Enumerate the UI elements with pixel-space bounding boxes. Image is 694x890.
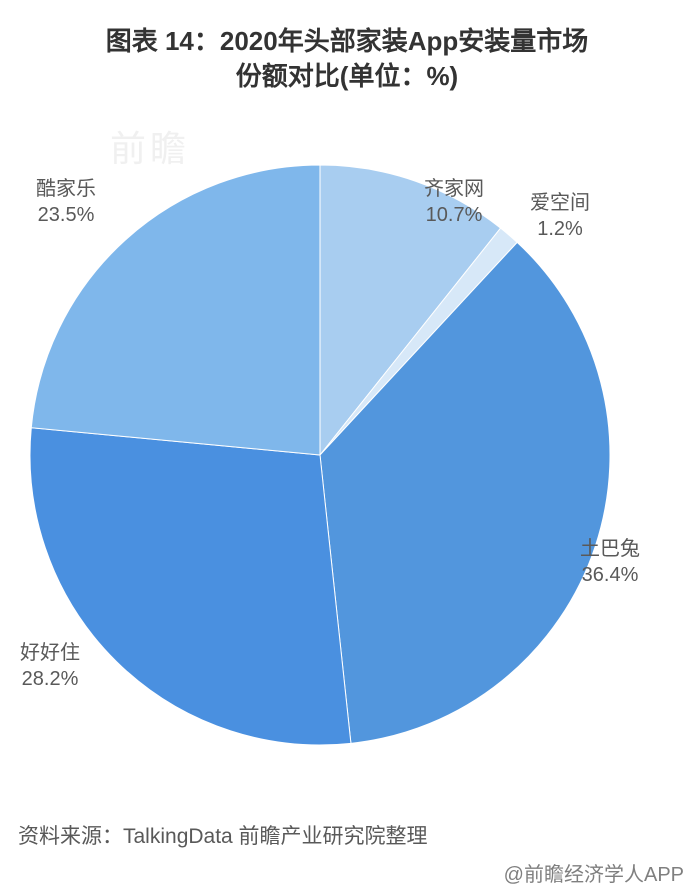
slice-value: 10.7% [426,204,483,226]
slice-name: 酷家乐 [36,178,96,200]
slice-name: 齐家网 [424,178,484,200]
slice-value: 23.5% [38,204,95,226]
label-tubatu: 土巴兔 36.4% [580,536,640,588]
label-aikongjian: 爱空间 1.2% [530,190,590,242]
attribution-text: @前瞻经济学人APP [504,858,684,887]
slice-value: 36.4% [582,564,639,586]
label-kujiale: 酷家乐 23.5% [36,176,96,228]
slice-name: 土巴兔 [580,538,640,560]
pie-chart [0,0,694,890]
pie-slice-3 [30,428,351,745]
slice-value: 1.2% [537,218,583,240]
source-text: 资料来源：TalkingData 前瞻产业研究院整理 [18,820,428,850]
label-haohaozhu: 好好住 28.2% [20,640,80,692]
label-qijia: 齐家网 10.7% [424,176,484,228]
slice-value: 28.2% [22,668,79,690]
slice-name: 爱空间 [530,192,590,214]
pie-svg [0,0,694,890]
slice-name: 好好住 [20,642,80,664]
